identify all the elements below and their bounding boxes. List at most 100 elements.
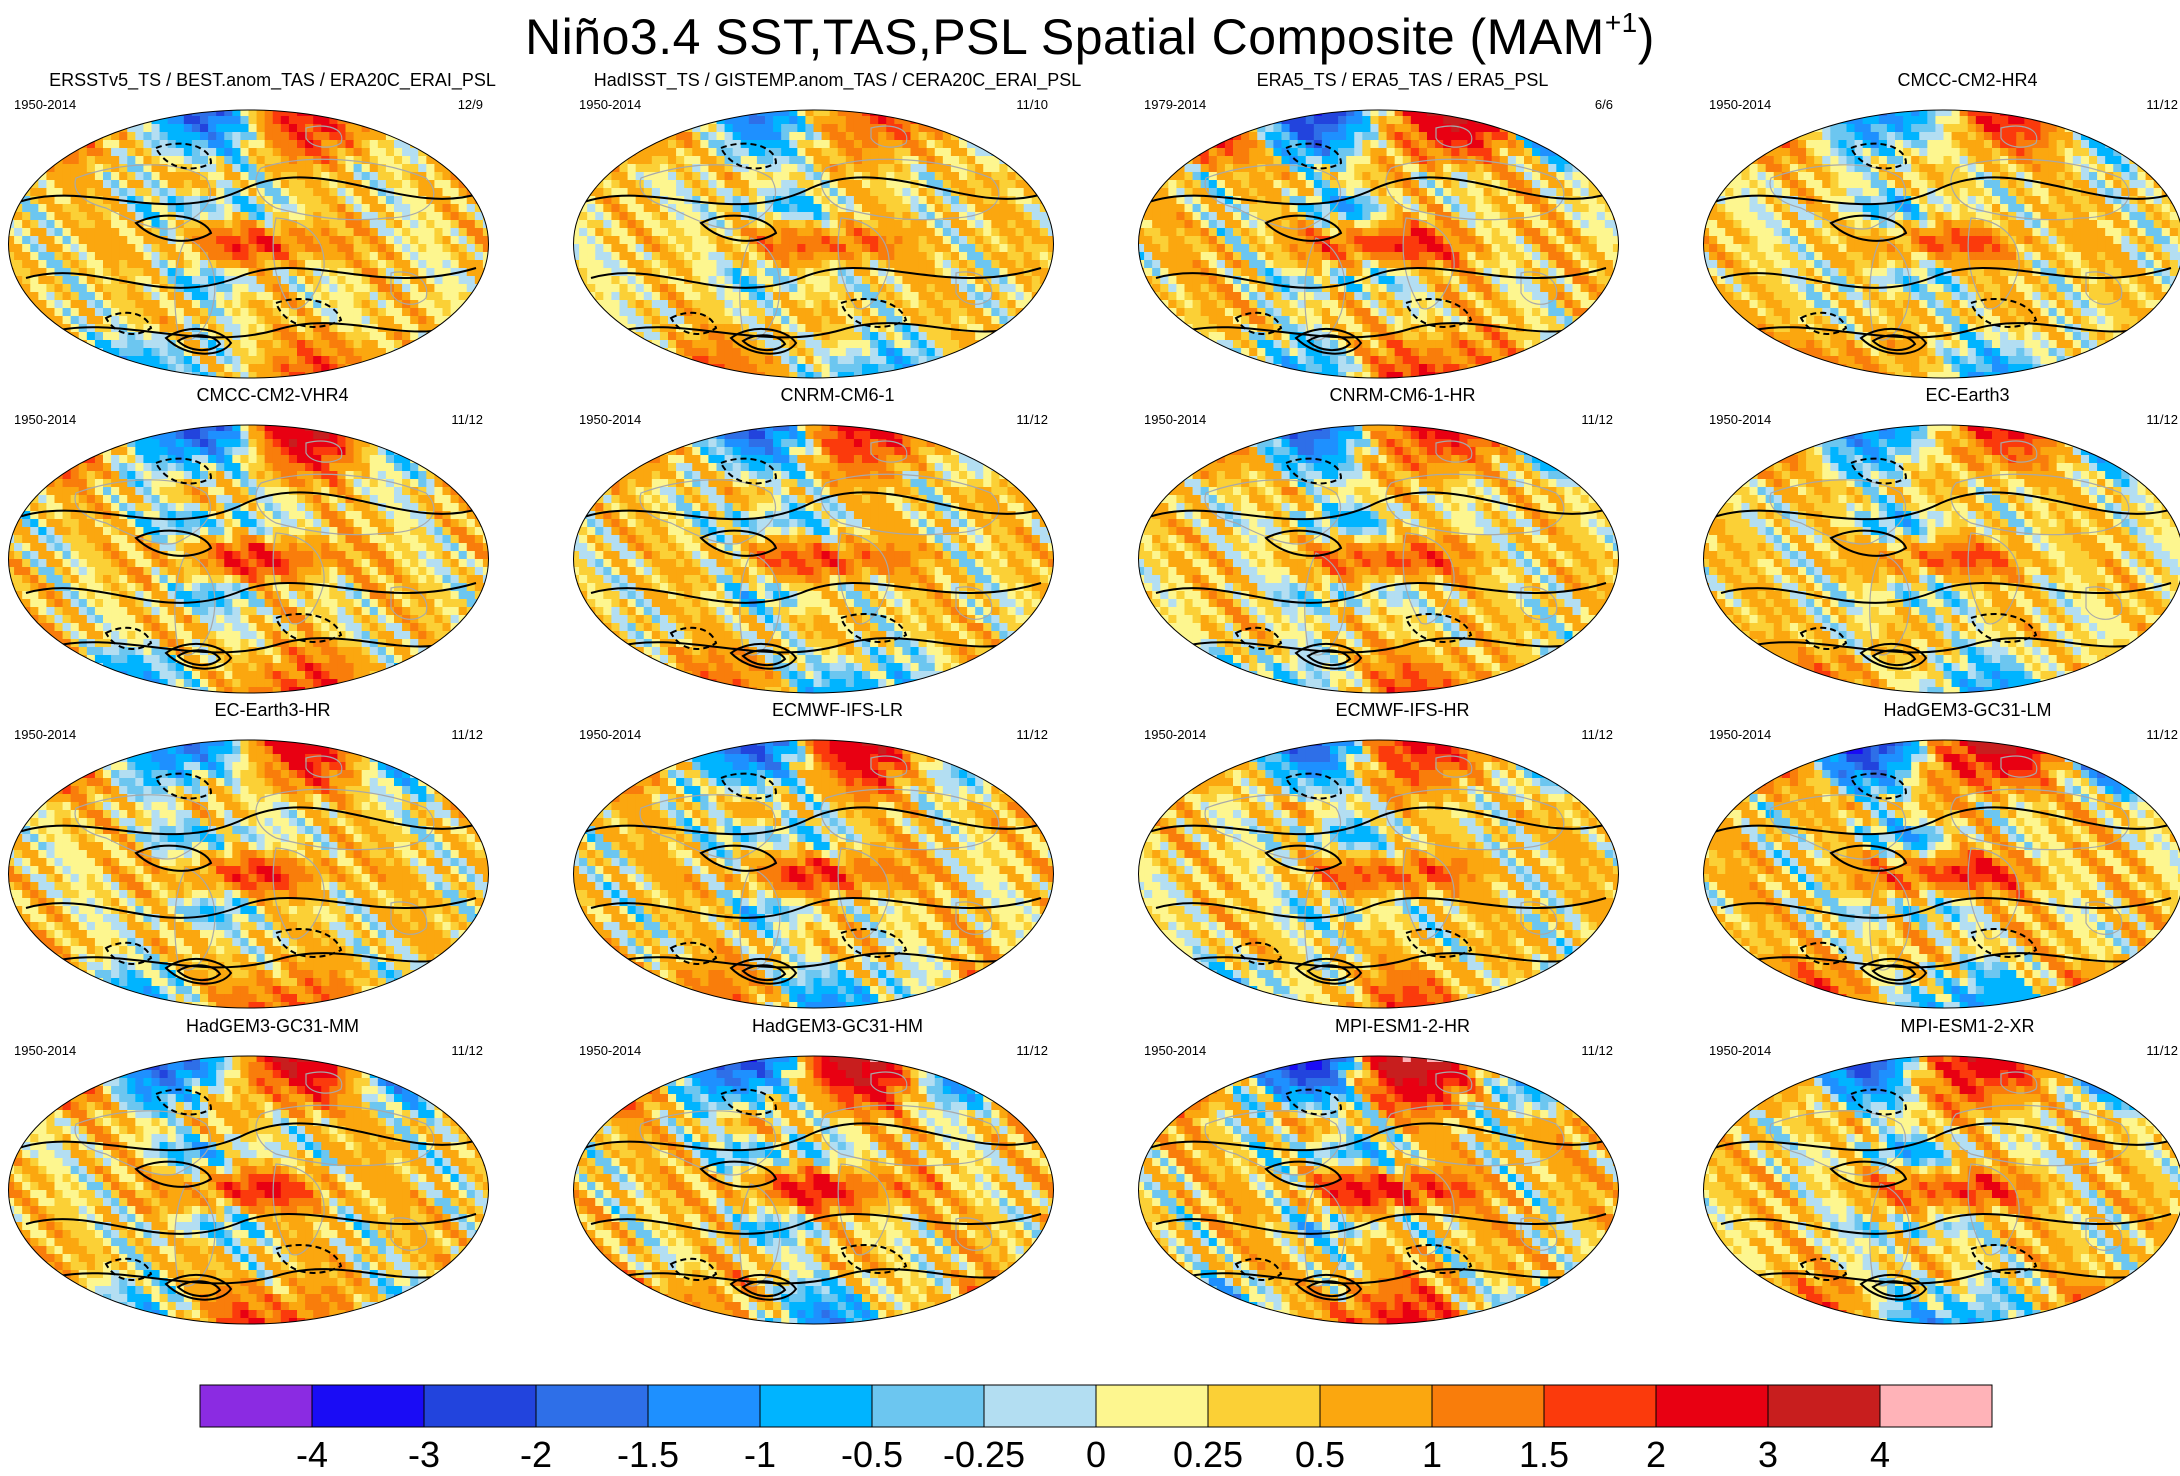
map-cell [579,308,588,317]
map-cell [862,110,871,117]
map-cell [1208,110,1218,117]
map-cell [288,236,298,245]
map-cell [127,300,136,309]
map-cell [756,252,766,261]
map-cell [1039,252,1049,261]
map-cell [224,204,233,213]
map-cell [716,324,726,333]
map-cell [264,180,274,189]
map-cell [353,188,363,197]
map-cell [999,332,1009,341]
map-cell [442,372,452,378]
map-cell [1138,132,1145,141]
map-cell [369,348,379,357]
map-cell [1289,172,1299,181]
map-cell [1015,188,1025,197]
map-cell [1435,188,1444,197]
map-cell [264,204,274,213]
map-cell [870,284,879,293]
map-cell [708,348,718,357]
map-cell [1265,172,1275,181]
map-cell [8,164,15,173]
map-cell [232,212,242,221]
map-cell [651,340,661,349]
map-cell [975,220,984,229]
map-cell [797,324,807,333]
map-cell [1168,220,1178,229]
map-cell [248,220,258,229]
map-cell [756,260,766,269]
map-cell [789,116,798,125]
map-cell [579,244,588,253]
map-cell [676,284,685,293]
map-cell [78,372,88,378]
map-cell [756,110,766,117]
map-cell [603,268,613,277]
map-cell [345,140,355,149]
map-cell [813,164,823,173]
map-cell [143,252,153,261]
map-cell [369,212,379,221]
map-cell [208,372,217,378]
map-cell [46,124,56,133]
map-cell [458,324,468,333]
map-cell [224,372,233,378]
map-cell [1370,204,1380,213]
map-cell [668,332,677,341]
map-cell [22,180,31,189]
map-cell [38,172,48,181]
map-cell [361,110,371,117]
map-cell [14,332,23,341]
map-cell [94,140,104,149]
map-cell [991,220,1001,229]
map-cell [1289,148,1299,157]
map-cell [619,228,629,237]
map-cell [724,348,734,357]
map-cell [232,308,242,317]
map-cell [692,110,701,117]
map-cell [54,316,64,325]
map-cell [135,356,145,365]
map-cell [821,244,831,253]
map-cell [805,348,815,357]
map-cell [975,372,984,378]
map-cell [361,284,371,293]
map-cell [740,292,750,301]
map-cell [426,300,436,309]
map-cell [797,110,807,117]
map-cell [1176,204,1186,213]
map-cell [1007,180,1017,189]
map-cell [1475,110,1485,117]
map-cell [175,132,185,141]
map-cell [1548,116,1557,125]
map-cell [329,348,339,357]
map-cell [385,372,395,378]
map-cell [1015,252,1025,261]
map-cell [151,188,161,197]
map-cell [845,172,855,181]
map-cell [248,356,258,365]
map-cell [918,340,928,349]
map-cell [402,244,411,253]
map-cell [103,364,112,373]
map-cell [797,180,807,189]
map-cell [651,356,661,365]
map-cell [676,364,685,373]
map-cell [708,340,718,349]
map-cell [611,276,621,285]
map-cell [651,364,661,373]
map-cell [983,204,992,213]
map-cell [829,308,839,317]
map-cell [458,284,468,293]
map-cell [272,164,282,173]
map-cell [1047,196,1054,205]
map-cell [748,124,758,133]
map-cell [765,276,774,285]
map-cell [474,244,484,253]
map-cell [288,316,298,325]
map-cell [119,348,128,357]
map-cell [450,110,460,117]
map-cell [959,140,968,149]
map-cell [756,300,766,309]
map-cell [232,324,242,333]
